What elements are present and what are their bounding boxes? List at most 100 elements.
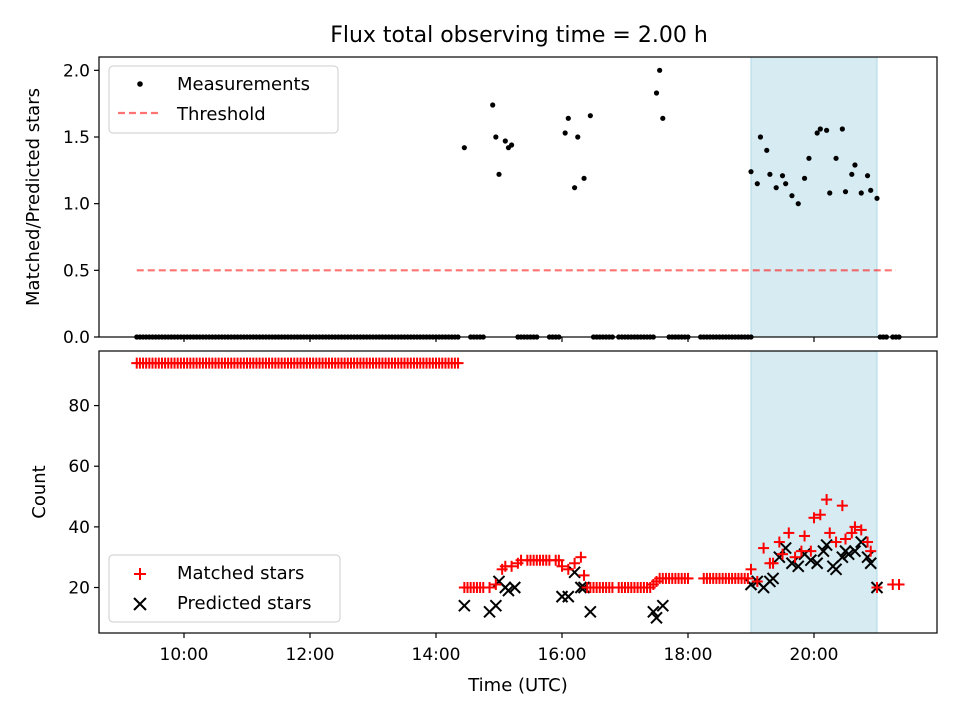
measurement-point	[868, 187, 874, 193]
predicted-star-point	[804, 554, 818, 567]
bottom-legend: Matched stars Predicted stars	[108, 554, 341, 623]
top-panel: 0.00.51.01.52.0 Matched/Predicted stars …	[23, 56, 938, 348]
chart-title: Flux total observing time = 2.00 h	[330, 23, 708, 48]
measurement-point	[874, 195, 880, 201]
matched-star-point	[682, 572, 694, 584]
x-tick-label: 16:00	[538, 645, 587, 665]
matched-star-point	[805, 545, 817, 557]
top-legend: Measurements Threshold	[108, 65, 339, 134]
x-tick-label: 10:00	[160, 645, 209, 665]
measurement-point	[789, 193, 795, 199]
matched-star-point	[893, 578, 905, 590]
predicted-star-point	[650, 611, 663, 625]
matched-star-point	[515, 554, 527, 566]
matched-star-point	[783, 527, 795, 539]
measurement-point	[795, 201, 801, 207]
matched-star-point	[484, 582, 496, 594]
measurement-point	[824, 127, 830, 133]
measurement-point	[493, 134, 499, 140]
top-highlight-span	[750, 56, 878, 338]
matched-star-point	[824, 527, 836, 539]
predicted-star-point	[489, 599, 503, 612]
matched-star-point	[846, 527, 858, 539]
matched-star-point	[578, 569, 590, 581]
measurement-point	[801, 175, 808, 181]
measurement-point	[587, 113, 593, 119]
predicted-star-point	[508, 581, 521, 594]
measurement-point	[496, 171, 502, 177]
x-tick-label: 12:00	[286, 645, 335, 665]
predicted-star-point	[766, 572, 780, 585]
measurement-point	[657, 67, 663, 73]
top-y-axis-label: Matched/Predicted stars	[23, 88, 44, 306]
top-highlight-layer	[750, 56, 878, 338]
predicted-star-point	[842, 547, 855, 561]
x-tick-label: 20:00	[790, 645, 839, 665]
matched-star-point	[651, 575, 662, 587]
matched-star-point	[562, 563, 574, 575]
legend-matched-label: Matched stars	[177, 563, 304, 584]
bottom-y-tick-label: 60	[68, 457, 90, 477]
predicted-star-point	[656, 599, 670, 612]
matched-star-point	[862, 536, 874, 548]
matched-star-point	[575, 551, 587, 563]
matched-star-point	[767, 557, 779, 569]
matched-star-point	[553, 554, 565, 566]
measurement-point	[502, 138, 508, 144]
bottom-marks-layer	[131, 357, 905, 625]
matched-star-point	[745, 563, 757, 575]
predicted-star-point	[855, 535, 868, 549]
measurement-point	[572, 185, 578, 191]
top-y-tick-label: 0.0	[63, 328, 90, 348]
matched-star-point	[773, 536, 785, 548]
legend-predicted-marker	[133, 597, 147, 611]
legend-predicted-label: Predicted stars	[177, 593, 311, 614]
bottom-highlight-layer	[750, 350, 878, 634]
measurement-point	[779, 173, 786, 179]
predicted-star-point	[829, 563, 843, 576]
bottom-y-tick-label: 80	[68, 397, 90, 417]
predicted-star-point	[574, 581, 588, 594]
matched-star-point	[758, 542, 770, 554]
bottom-legend-frame	[108, 554, 341, 623]
measurement-point	[754, 181, 760, 187]
top-y-tick-label: 1.5	[63, 128, 90, 148]
top-legend-frame	[108, 65, 339, 134]
measurement-point	[773, 185, 779, 191]
matched-star-point	[840, 533, 851, 545]
measurement-point	[842, 189, 849, 195]
predicted-star-point	[820, 538, 833, 552]
matched-star-point	[452, 357, 464, 369]
x-axis-label: Time (UTC)	[467, 675, 568, 696]
measurement-point	[562, 130, 568, 136]
measurement-point	[748, 169, 754, 175]
measurement-point	[653, 90, 660, 96]
bottom-x-axis: 10:00 12:00 14:00 16:00 18:00 20:00	[160, 633, 839, 665]
matched-star-point	[836, 500, 848, 512]
predicted-star-point	[810, 557, 824, 570]
x-tick-label: 18:00	[664, 645, 713, 665]
matched-star-point	[742, 572, 754, 584]
measurement-point	[839, 126, 845, 132]
top-y-axis: 0.0 0.5 1.0 1.5 2.0	[63, 61, 99, 348]
predicted-star-point	[864, 557, 877, 570]
matched-star-point	[556, 560, 568, 572]
measurement-point	[817, 126, 823, 132]
top-y-tick-label: 1.0	[63, 195, 90, 215]
measurement-point	[858, 190, 864, 196]
measurement-point	[565, 115, 571, 121]
measurement-point	[490, 102, 496, 108]
legend-threshold-label: Threshold	[176, 104, 266, 125]
measurement-point	[757, 134, 764, 140]
predicted-star-point	[584, 605, 597, 618]
measurement-point	[849, 171, 855, 177]
matched-star-point	[751, 575, 763, 587]
predicted-star-point	[458, 599, 471, 612]
predicted-star-point	[502, 584, 515, 597]
matched-star-point	[855, 524, 867, 536]
measurement-point	[581, 175, 587, 181]
predicted-star-point	[647, 605, 660, 618]
predicted-star-point	[836, 550, 849, 564]
